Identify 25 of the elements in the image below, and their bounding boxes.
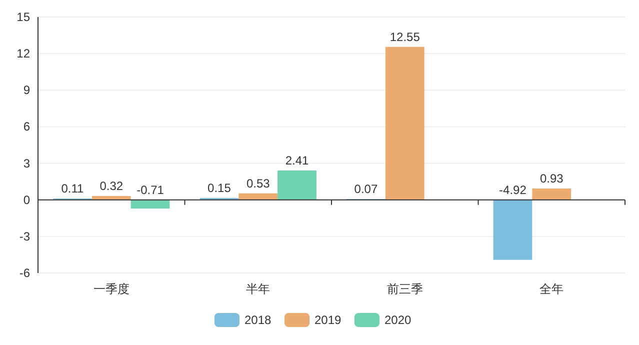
y-tick-label: 3: [23, 156, 30, 170]
y-tick-label: 0: [23, 192, 30, 207]
y-tick-label: 6: [23, 120, 30, 134]
x-tick-label: 一季度: [93, 282, 130, 296]
x-tick-label: 全年: [540, 282, 564, 296]
data-label: 0.11: [61, 182, 84, 196]
data-label: 0.32: [100, 178, 124, 193]
y-tick-label: 9: [23, 83, 30, 98]
data-label: -4.92: [499, 182, 527, 197]
data-label: 0.93: [540, 172, 564, 186]
data-label: 0.53: [246, 176, 270, 190]
legend-label: 2020: [384, 313, 412, 327]
legend-label: 2018: [244, 313, 272, 327]
y-tick-label: 12: [16, 46, 30, 61]
data-label: 12.55: [390, 30, 420, 44]
legend-label: 2019: [314, 313, 342, 327]
x-tick-label: 半年: [246, 282, 270, 296]
data-label: -0.71: [136, 182, 164, 197]
x-tick-label: 前三季: [386, 282, 423, 296]
data-label: 0.07: [354, 182, 378, 196]
y-tick-label: 15: [16, 10, 30, 24]
data-label: 2.41: [285, 153, 310, 168]
y-tick-label: -3: [19, 229, 30, 244]
y-tick-label: -6: [19, 266, 30, 280]
data-label: 0.15: [208, 181, 232, 196]
